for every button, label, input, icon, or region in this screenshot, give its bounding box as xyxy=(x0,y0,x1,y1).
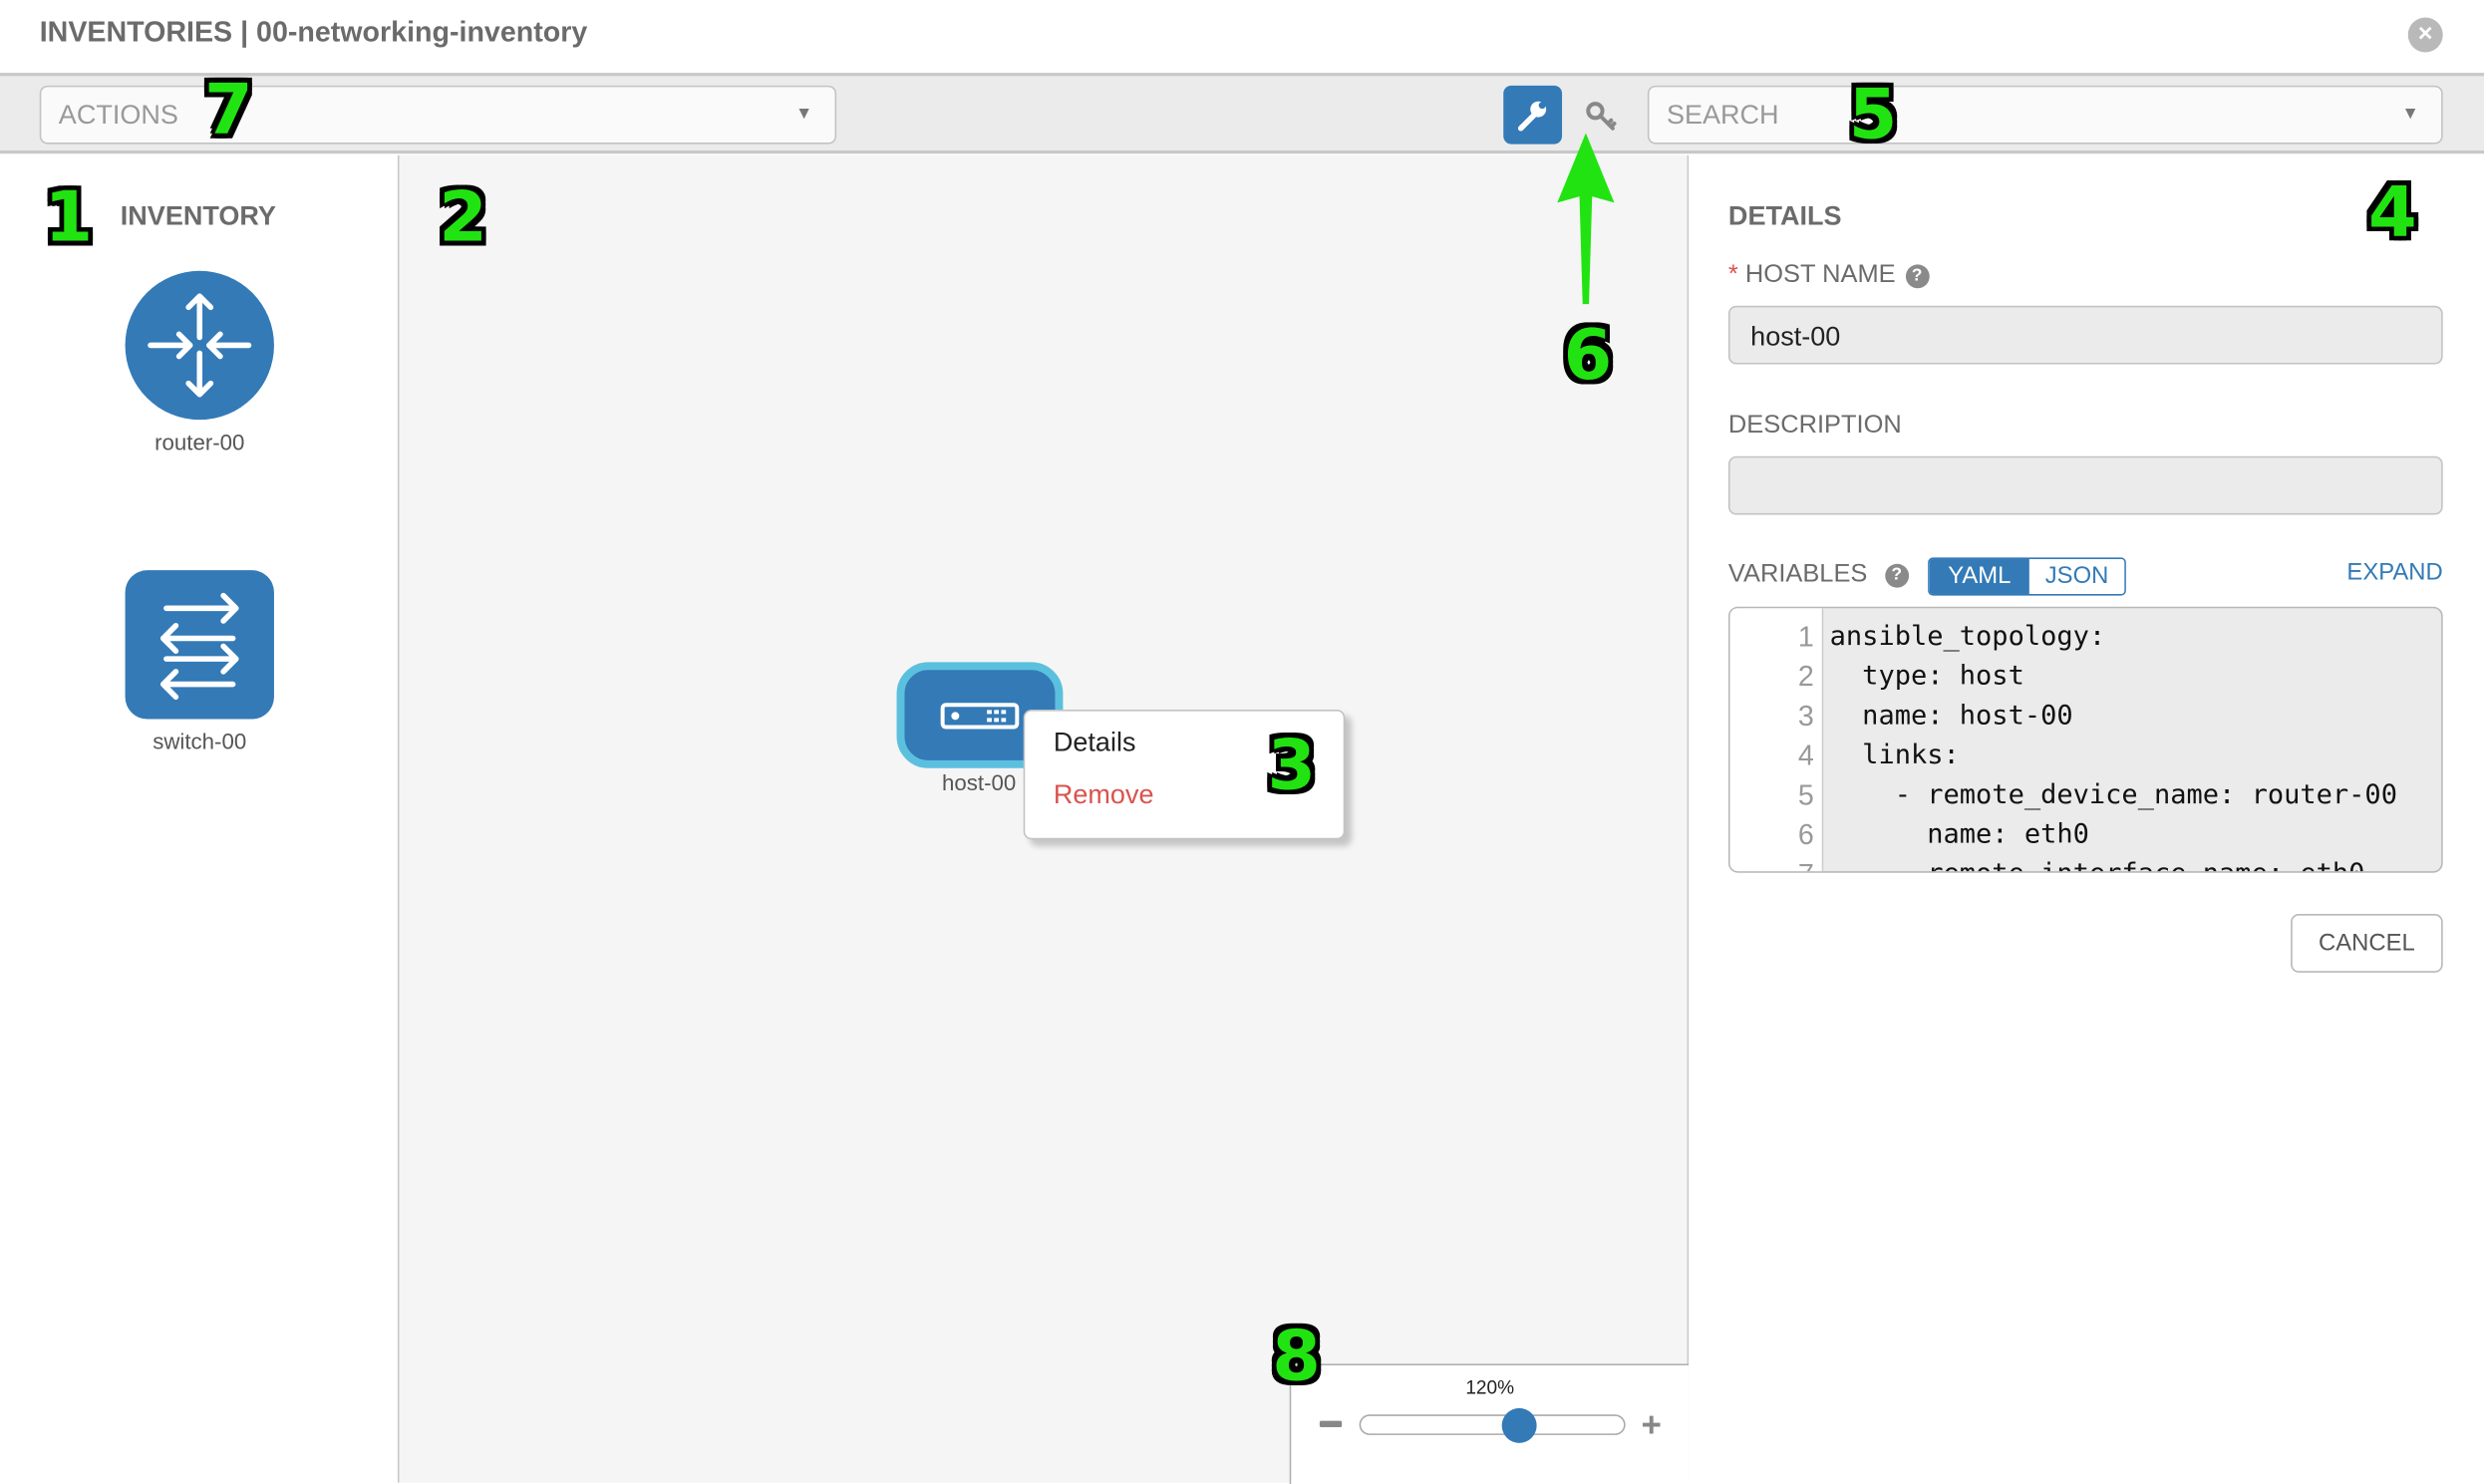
code-line: name: host-00 xyxy=(1829,700,2073,733)
zoom-level: 120% xyxy=(1465,1376,1515,1399)
actions-dropdown[interactable]: ACTIONS ▼ xyxy=(39,85,837,145)
plus-icon: + xyxy=(1641,1404,1662,1445)
line-number: 4 xyxy=(1797,740,1814,771)
line-number: 6 xyxy=(1797,818,1814,851)
callout-3: 3 xyxy=(1267,725,1317,806)
code-line: links: xyxy=(1829,740,1960,771)
expand-link[interactable]: EXPAND xyxy=(2346,559,2443,587)
search-placeholder: SEARCH xyxy=(1666,100,1779,131)
format-toggle: YAML JSON xyxy=(1928,557,2126,596)
host-icon xyxy=(940,703,1020,730)
line-number: 3 xyxy=(1797,700,1814,733)
switch-label: switch-00 xyxy=(153,729,247,754)
code-line: ansible_topology: xyxy=(1829,621,2106,653)
close-icon[interactable]: × xyxy=(2407,17,2443,53)
variables-label-text: VARIABLES xyxy=(1727,560,1868,588)
context-menu-details[interactable]: Details xyxy=(1053,727,1136,757)
search-dropdown[interactable]: SEARCH ▼ xyxy=(1647,85,2443,145)
help-icon[interactable]: ? xyxy=(1905,264,1929,289)
code-line: type: host xyxy=(1829,660,2024,693)
editor-gutter xyxy=(1729,608,1824,872)
line-number: 2 xyxy=(1797,660,1814,693)
description-label: DESCRIPTION xyxy=(1727,412,1902,440)
zoom-widget: 120% + xyxy=(1289,1363,1690,1484)
callout-2: 2 xyxy=(439,177,487,259)
chevron-down-icon: ▼ xyxy=(2401,104,2419,124)
zoom-in-button[interactable]: + xyxy=(1642,1407,1662,1442)
callout-5: 5 xyxy=(1848,74,1898,155)
callout-4: 4 xyxy=(2368,172,2417,254)
zoom-out-button[interactable] xyxy=(1319,1411,1345,1436)
zoom-slider-handle[interactable] xyxy=(1501,1407,1537,1443)
details-title: DETAILS xyxy=(1727,200,1842,232)
host-name-input[interactable]: host-00 xyxy=(1727,305,2443,365)
inventory-item-switch[interactable] xyxy=(125,570,274,720)
host-name-label: * HOST NAME? xyxy=(1728,261,1929,290)
cancel-button[interactable]: CANCEL xyxy=(2291,914,2443,973)
help-icon[interactable]: ? xyxy=(1884,563,1909,588)
line-number: 1 xyxy=(1797,621,1814,653)
inventory-title: INVENTORY xyxy=(120,200,276,232)
code-line: name: eth0 xyxy=(1829,818,2089,851)
code-content: ansible_topology: type: host name: host-… xyxy=(1829,618,2397,871)
key-icon xyxy=(1586,102,1617,131)
code-line: - remote_device_name: router-00 xyxy=(1829,778,2397,811)
yaml-toggle[interactable]: YAML xyxy=(1929,559,2029,594)
context-menu: Details Remove xyxy=(1023,710,1346,840)
chevron-down-icon: ▼ xyxy=(795,104,813,124)
router-icon xyxy=(148,293,252,398)
callout-arrow-icon xyxy=(1557,133,1615,305)
switch-icon xyxy=(159,592,239,701)
required-mark: * xyxy=(1727,261,1738,289)
context-menu-remove[interactable]: Remove xyxy=(1053,778,1154,810)
actions-placeholder: ACTIONS xyxy=(58,100,178,131)
callout-8: 8 xyxy=(1272,1316,1321,1397)
line-numbers: 1 2 3 4 5 6 7 xyxy=(1730,618,1814,871)
json-toggle[interactable]: JSON xyxy=(2028,559,2125,594)
host-node-label: host-00 xyxy=(942,769,1017,795)
page-title: INVENTORIES | 00-networking-inventory xyxy=(39,15,588,48)
description-input[interactable] xyxy=(1727,455,2443,515)
router-label: router-00 xyxy=(155,429,245,455)
host-name-label-text: HOST NAME xyxy=(1744,261,1896,289)
callout-6: 6 xyxy=(1563,315,1613,397)
zoom-slider[interactable] xyxy=(1359,1414,1626,1435)
line-number: 5 xyxy=(1797,778,1814,811)
wrench-button[interactable] xyxy=(1503,85,1563,145)
variables-editor[interactable]: 1 2 3 4 5 6 7 ansible_topology: type: host nam… xyxy=(1727,606,2443,873)
minus-icon xyxy=(1319,1420,1343,1427)
variables-label: VARIABLES? xyxy=(1728,561,1909,590)
callout-7: 7 xyxy=(204,69,253,150)
key-button[interactable] xyxy=(1583,99,1621,137)
code-line: remote_interface_name: eth0 xyxy=(1830,855,2397,871)
inventory-item-router[interactable] xyxy=(125,270,274,421)
host-name-value: host-00 xyxy=(1750,321,1841,352)
line-number: 7 xyxy=(1730,855,1814,871)
wrench-icon xyxy=(1517,101,1547,132)
callout-1: 1 xyxy=(44,177,94,259)
